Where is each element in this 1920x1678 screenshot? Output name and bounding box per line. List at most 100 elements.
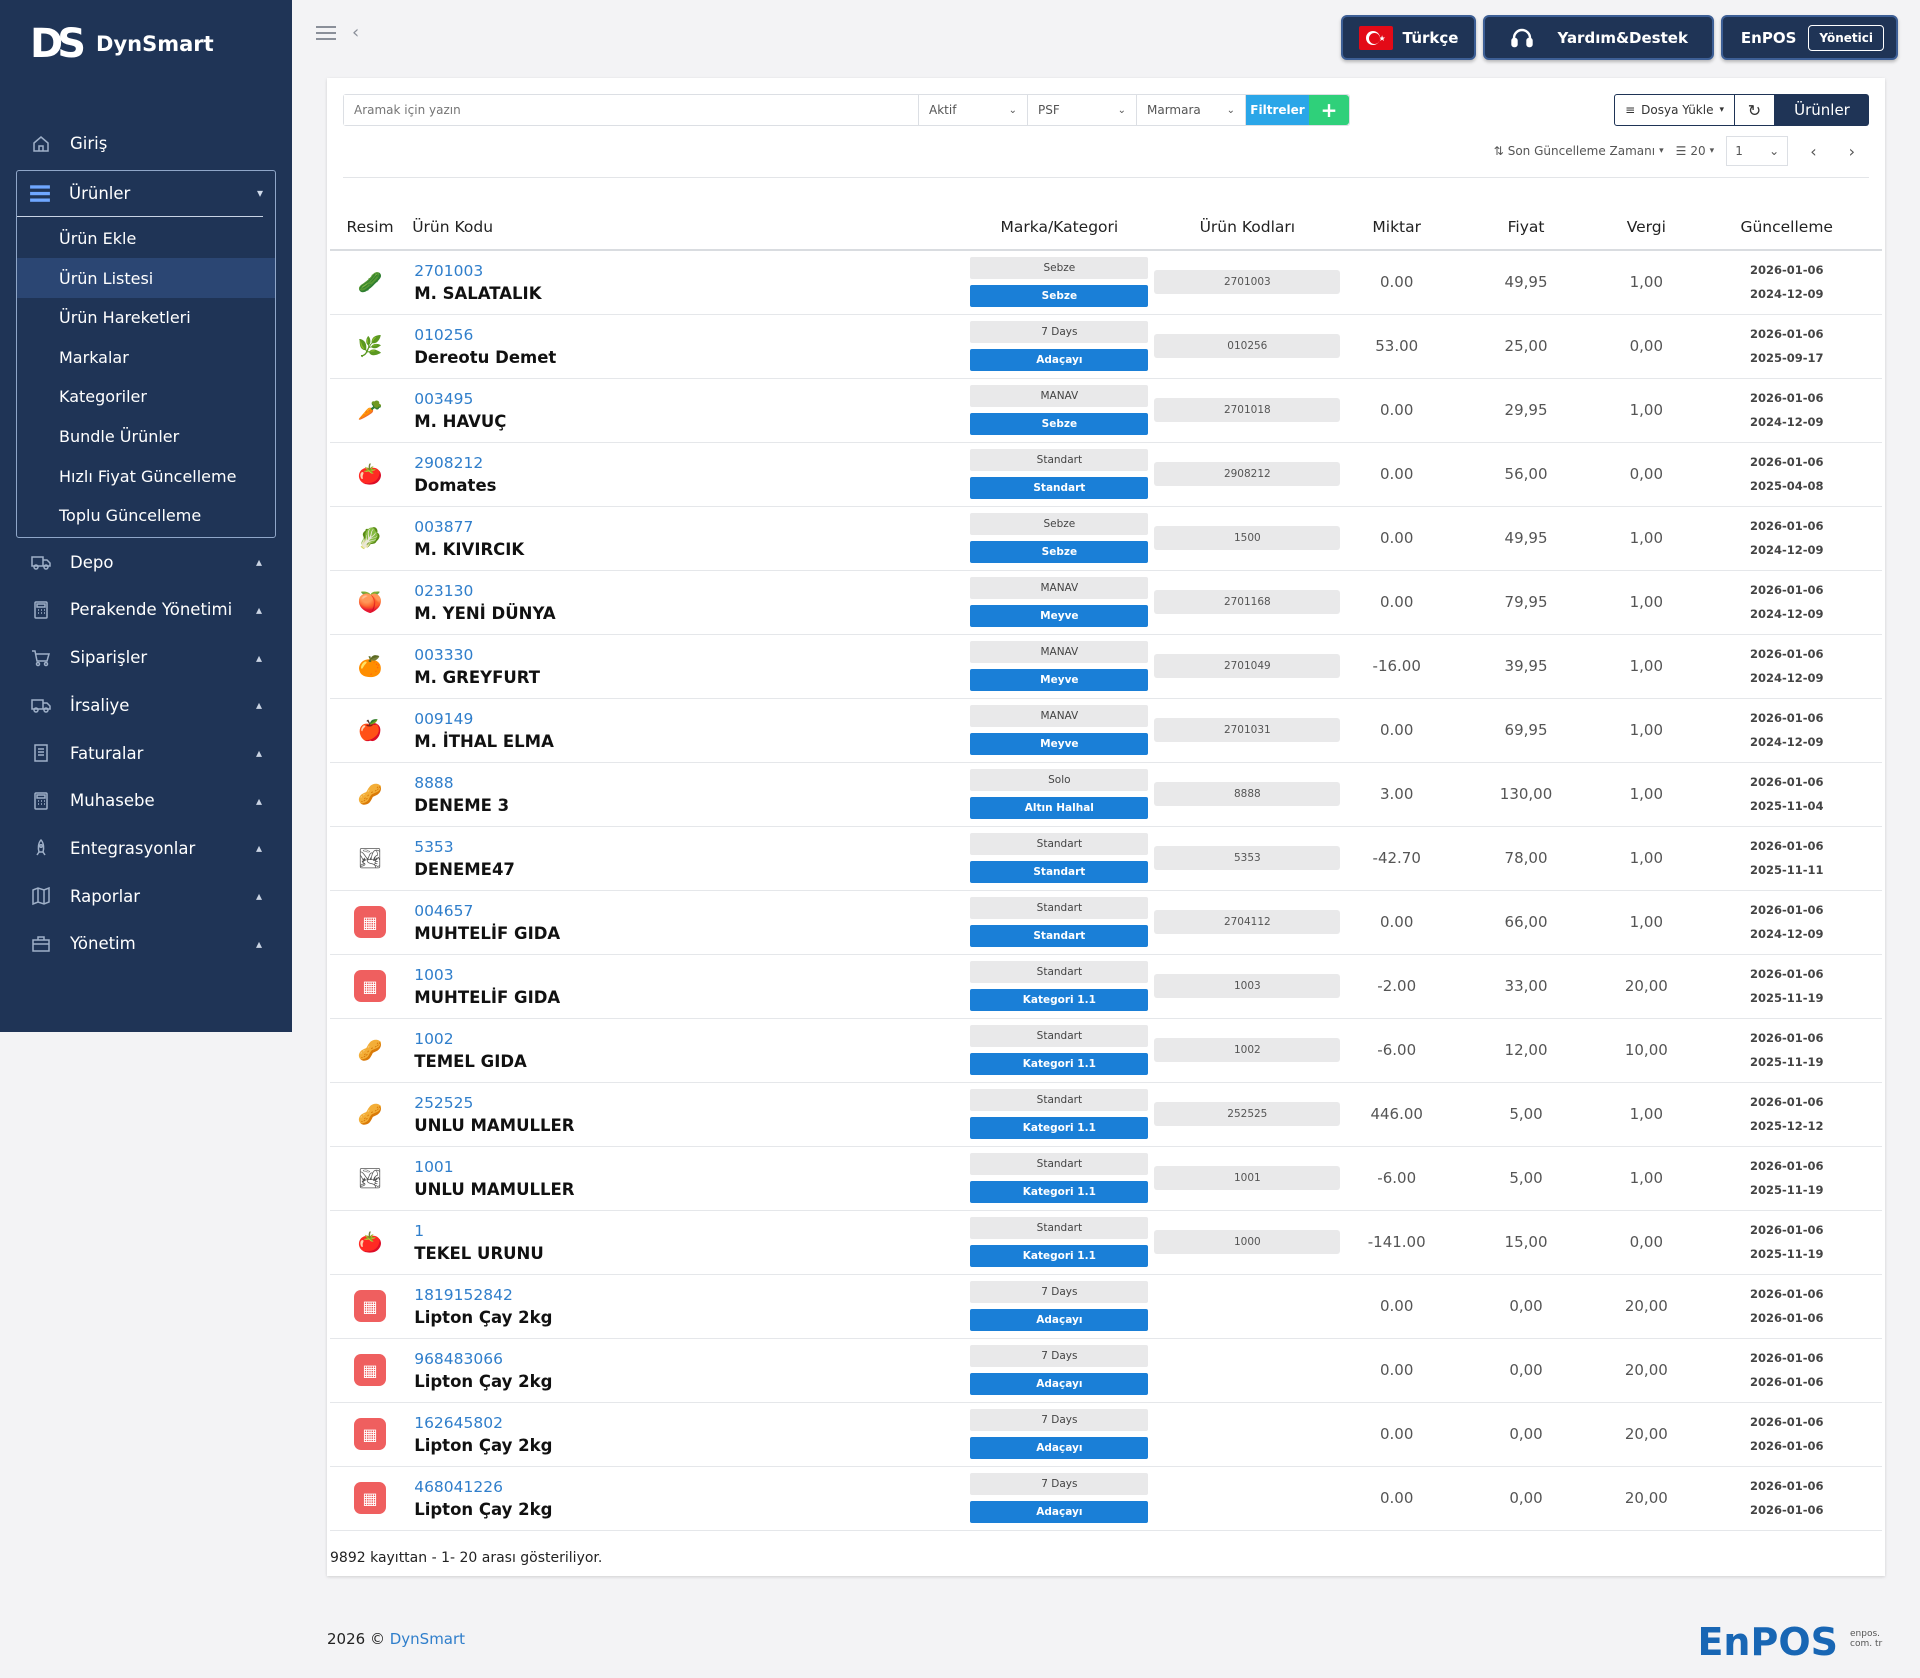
category-badge[interactable]: Adaçayı (970, 1373, 1149, 1395)
sidebar-item-y-netim[interactable]: Yönetim ▴ (0, 920, 292, 968)
category-badge[interactable]: Adaçayı (970, 349, 1149, 371)
table-row[interactable]: 🍊 003330 M. GREYFURT MANAV Meyve 2701049 -16.0… (330, 634, 1882, 699)
product-code-link[interactable]: 1002 (414, 1029, 454, 1048)
product-code-link[interactable]: 003495 (414, 389, 474, 408)
submenu-item-kategoriler[interactable]: Kategoriler (59, 387, 147, 407)
category-badge[interactable]: Adaçayı (970, 1501, 1149, 1523)
table-row[interactable]: 🍑 023130 M. YENİ DÜNYA MANAV Meyve 2701168 0.0… (330, 570, 1882, 635)
category-badge[interactable]: Meyve (970, 605, 1149, 627)
sidebar-item-sipari-ler[interactable]: Siparişler ▴ (0, 634, 292, 682)
language-button[interactable]: ★ Türkçe (1340, 15, 1477, 60)
table-row[interactable]: ▦ 004657 MUHTELİF GIDA Standart Standart 2704… (330, 890, 1882, 955)
product-code-link[interactable]: 5353 (414, 837, 454, 856)
support-button[interactable]: Yardım&Destek (1483, 15, 1714, 60)
product-code-link[interactable]: 252525 (414, 1093, 474, 1112)
category-badge[interactable]: Kategori 1.1 (970, 1245, 1149, 1267)
search-input[interactable] (344, 95, 919, 125)
refresh-icon[interactable]: ↻ (1735, 94, 1775, 126)
sidebar-item-i-rsaliye[interactable]: İrsaliye ▴ (0, 682, 292, 730)
table-row[interactable]: 🥬 003877 M. KIVIRCIK Sebze Sebze 1500 0.00 49,9… (330, 506, 1882, 571)
submenu-item-urun-ekle[interactable]: Ürün Ekle (59, 228, 137, 248)
category-badge[interactable]: Kategori 1.1 (970, 1053, 1149, 1075)
category-badge[interactable]: Adaçayı (970, 1437, 1149, 1459)
table-row[interactable]: 🏞 5353 DENEME47 Standart Standart 5353 -42.70 7… (330, 826, 1882, 891)
per-page-select[interactable]: ☰ 20 ▾ (1676, 144, 1715, 158)
table-row[interactable]: ▦ 1819152842 Lipton Çay 2kg 7 Days Adaçayı 0.… (330, 1274, 1882, 1339)
product-code-link[interactable]: 968483066 (414, 1349, 503, 1368)
chevron-left-icon[interactable]: ‹ (352, 22, 360, 43)
prev-page-icon[interactable]: ‹ (1810, 141, 1817, 161)
category-badge[interactable]: Adaçayı (970, 1309, 1149, 1331)
product-code-link[interactable]: 2908212 (414, 453, 484, 472)
category-badge[interactable]: Altın Halhal (970, 797, 1149, 819)
add-product-button[interactable]: + (1309, 95, 1349, 125)
table-row[interactable]: 🥜 8888 DENEME 3 Solo Altın Halhal 8888 3.00 130… (330, 762, 1882, 827)
next-page-icon[interactable]: › (1848, 141, 1855, 161)
submenu-item-hizli-fiyat-guncelleme[interactable]: Hızlı Fiyat Güncelleme (59, 466, 237, 486)
store-select[interactable]: Marmara ⌄ (1137, 95, 1246, 125)
product-code-link[interactable]: 004657 (414, 901, 474, 920)
table-row[interactable]: ▦ 1003 MUHTELİF GIDA Standart Kategori 1.1 10… (330, 954, 1882, 1019)
category-badge[interactable]: Standart (970, 477, 1149, 499)
product-code-link[interactable]: 8888 (414, 773, 454, 792)
product-code-link[interactable]: 1 (414, 1221, 425, 1240)
brand-logo[interactable]: DS DynSmart (30, 24, 214, 64)
product-code-link[interactable]: 009149 (414, 709, 474, 728)
table-row[interactable]: 🌿 010256 Dereotu Demet 7 Days Adaçayı 010256 5… (330, 314, 1882, 379)
table-row[interactable]: ▦ 162645802 Lipton Çay 2kg 7 Days Adaçayı 0.0… (330, 1402, 1882, 1467)
products-button[interactable]: Ürünler (1775, 94, 1869, 126)
submenu-item-markalar[interactable]: Markalar (59, 347, 129, 367)
table-row[interactable]: 🏞 1001 UNLU MAMULLER Standart Kategori 1.1 10… (330, 1146, 1882, 1211)
product-code-link[interactable]: 1819152842 (414, 1285, 513, 1304)
menu-toggle-icon[interactable] (316, 26, 336, 40)
table-row[interactable]: ▦ 468041226 Lipton Çay 2kg 7 Days Adaçayı 0.0… (330, 1466, 1882, 1531)
sidebar-item-entegrasyonlar[interactable]: Entegrasyonlar ▴ (0, 825, 292, 873)
table-row[interactable]: ▦ 968483066 Lipton Çay 2kg 7 Days Adaçayı 0.0… (330, 1338, 1882, 1403)
category-badge[interactable]: Meyve (970, 733, 1149, 755)
submenu-item-urun-hareketleri[interactable]: Ürün Hareketleri (59, 308, 191, 328)
sidebar-item-urunler[interactable]: Ürünler ▾ (17, 171, 263, 217)
table-row[interactable]: 🥜 1002 TEMEL GIDA Standart Kategori 1.1 1002-… (330, 1018, 1882, 1083)
sidebar-item-perakende-y-netimi[interactable]: Perakende Yönetimi ▴ (0, 586, 292, 634)
product-code-link[interactable]: 010256 (414, 325, 474, 344)
product-code-link[interactable]: 1001 (414, 1157, 454, 1176)
status-select[interactable]: Aktif ⌄ (919, 95, 1028, 125)
category-badge[interactable]: Sebze (970, 541, 1149, 563)
category-badge[interactable]: Kategori 1.1 (970, 989, 1149, 1011)
product-code-link[interactable]: 162645802 (414, 1413, 503, 1432)
category-badge[interactable]: Sebze (970, 285, 1149, 308)
table-row[interactable]: 🍅 2908212 Domates Standart Standart 2908212 0.… (330, 442, 1882, 507)
sidebar-item-raporlar[interactable]: Raporlar ▴ (0, 872, 292, 920)
category-badge[interactable]: Standart (970, 925, 1149, 947)
copyright-link[interactable]: DynSmart (389, 1630, 466, 1648)
sidebar-item-muhasebe[interactable]: Muhasebe ▴ (0, 777, 292, 825)
product-code-link[interactable]: 023130 (414, 581, 474, 600)
submenu-item-toplu-guncelleme[interactable]: Toplu Güncelleme (59, 506, 202, 526)
table-row[interactable]: 🥕 003495 M. HAVUÇ MANAV Sebze 2701018 0.00 29,9… (330, 378, 1882, 443)
table-row[interactable]: 🥜 252525 UNLU MAMULLER Standart Kategori 1.1… (330, 1082, 1882, 1147)
account-button[interactable]: EnPOS Yönetici (1720, 15, 1898, 60)
category-badge[interactable]: Kategori 1.1 (970, 1181, 1149, 1203)
upload-file-button[interactable]: ≡ Dosya Yükle ▾ (1614, 94, 1735, 126)
submenu-item-bundle-urunler[interactable]: Bundle Ürünler (59, 426, 180, 446)
product-code-link[interactable]: 003877 (414, 517, 474, 536)
sidebar-item-giris[interactable]: Giriş (0, 120, 292, 168)
category-badge[interactable]: Meyve (970, 669, 1149, 691)
product-code-link[interactable]: 2701003 (414, 261, 484, 280)
sidebar-item-faturalar[interactable]: Faturalar ▴ (0, 729, 292, 777)
page-select[interactable]: 1 ⌄ (1726, 136, 1789, 166)
table-row[interactable]: 🍅 1 TEKEL URUNU Standart Kategori 1.1 1000 -14… (330, 1210, 1882, 1275)
product-code-link[interactable]: 468041226 (414, 1477, 503, 1496)
submenu-item-urun-listesi[interactable]: Ürün Listesi (17, 258, 275, 298)
product-code-link[interactable]: 003330 (414, 645, 474, 664)
category-badge[interactable]: Sebze (970, 413, 1149, 435)
price-type-select[interactable]: PSF ⌄ (1028, 95, 1137, 125)
sidebar-item-depo[interactable]: Depo ▴ (0, 538, 292, 586)
product-code-link[interactable]: 1003 (414, 965, 454, 984)
category-badge[interactable]: Standart (970, 861, 1149, 883)
table-row[interactable]: 🍎 009149 M. İTHAL ELMA MANAV Meyve 2701031 0.0… (330, 698, 1882, 763)
table-row[interactable]: 🥒 2701003 M. SALATALIK Sebze Sebze 2701003 0.0… (330, 250, 1882, 315)
sort-select[interactable]: ⇅ Son Güncelleme Zamanı ▾ (1494, 144, 1664, 158)
filters-button[interactable]: Filtreler (1246, 95, 1309, 125)
category-badge[interactable]: Kategori 1.1 (970, 1117, 1149, 1139)
